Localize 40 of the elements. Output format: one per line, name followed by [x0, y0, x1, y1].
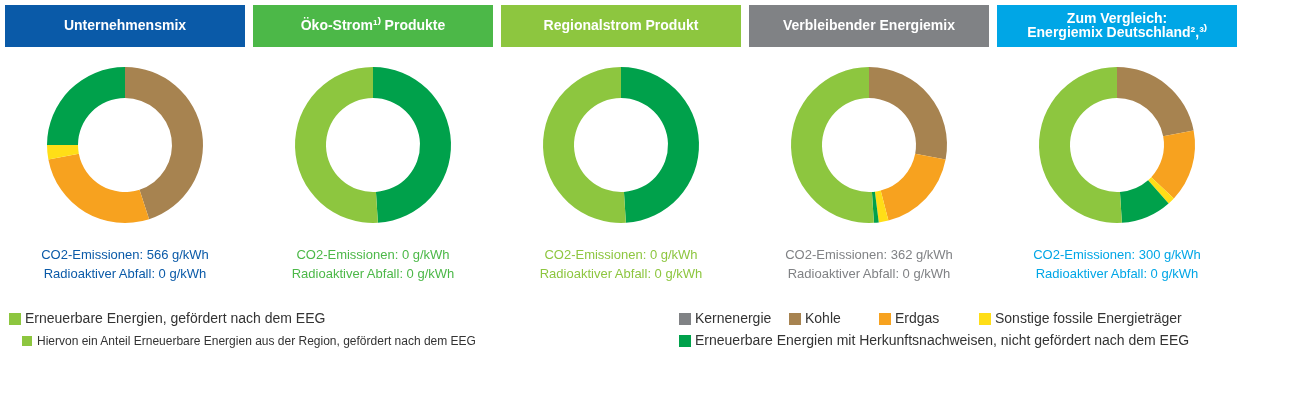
legend-label: Erdgas — [895, 310, 940, 326]
chart-title: Verbleibender Energiemix — [783, 17, 956, 33]
donut-slice — [791, 67, 874, 223]
text: Radioaktiver Abfall: 0 g/kWh — [1035, 266, 1199, 281]
text: Radioaktiver Abfall: 0 g/kWh — [539, 266, 703, 281]
text: Radioaktiver Abfall: 0 g/kWh — [787, 266, 951, 281]
text: CO2-Emissionen: 0 g/kWh — [296, 247, 450, 262]
donut-slice — [1039, 67, 1122, 223]
legend-label: Erneuerbare Energien, gefördert nach dem EEG — [25, 310, 326, 326]
text: CO2-Emissionen: 566 g/kWh — [41, 247, 209, 262]
donut-slice — [1119, 180, 1169, 223]
chart-title: Regionalstrom Produkt — [543, 17, 699, 33]
legend-label: Kernenergie — [695, 310, 772, 326]
text: CO2-Emissionen: 300 g/kWh — [1033, 247, 1201, 262]
donut-slice — [880, 153, 946, 221]
donut-slice — [48, 153, 150, 223]
donut-slice — [47, 145, 79, 160]
text: Radioaktiver Abfall: 0 g/kWh — [43, 266, 207, 281]
text: Radioaktiver Abfall: 0 g/kWh — [291, 266, 455, 281]
donut-slice — [1151, 130, 1195, 199]
donut-slice — [1117, 67, 1194, 137]
donut-slice — [47, 67, 125, 145]
chart-title: Öko-Strom¹⁾ Produkte — [300, 17, 446, 33]
donut-slice — [543, 67, 626, 223]
legend-label: Kohle — [805, 310, 842, 326]
legend-label: Sonstige fossile Energieträger — [995, 310, 1183, 326]
donut-slice — [125, 67, 203, 220]
donut-slice — [871, 191, 879, 223]
chart-title: Unternehmensmix — [63, 17, 187, 33]
text: CO2-Emissionen: 0 g/kWh — [544, 247, 698, 262]
donut-slice — [869, 67, 947, 160]
text: CO2-Emissionen: 362 g/kWh — [785, 247, 953, 262]
donut-slice — [373, 67, 451, 223]
chart-title: Zum Vergleich: Energiemix Deutschland²,³⁾ — [1027, 10, 1207, 40]
donut-slice — [621, 67, 699, 223]
legend-label: Hiervon ein Anteil Erneuerbare Energien aus der Region, gefördert nach dem EEG — [37, 334, 476, 348]
donut-slice — [874, 190, 889, 223]
donut-slice — [295, 67, 378, 223]
legend-label: Erneuerbare Energien mit Herkunftsnachweisen, nicht gefördert nach dem EEG — [695, 332, 1190, 348]
donut-slice — [1148, 177, 1174, 204]
